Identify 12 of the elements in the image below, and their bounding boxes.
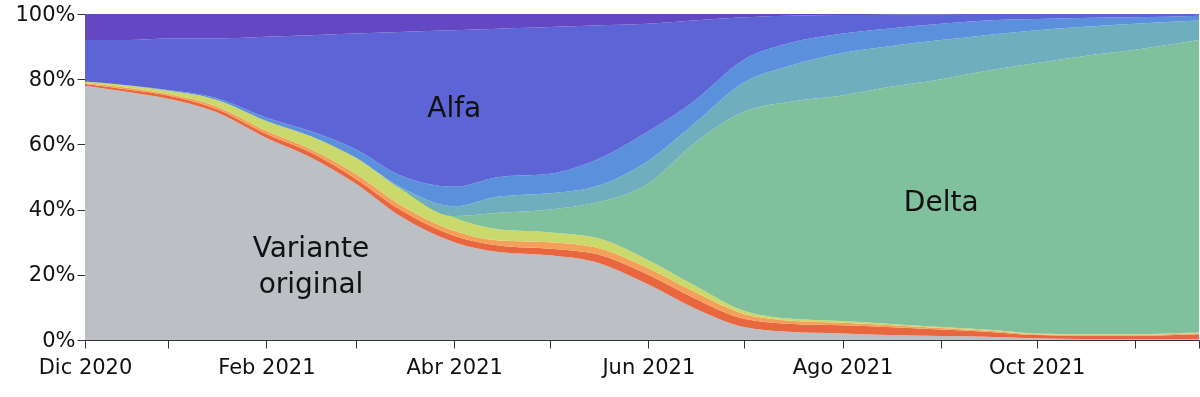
y-tick-label: 0% xyxy=(42,327,76,352)
x-tick-label: Abr 2021 xyxy=(406,354,503,379)
y-tick-label: 20% xyxy=(28,262,76,287)
y-tick-label: 40% xyxy=(28,197,76,222)
y-tick-label: 80% xyxy=(28,66,76,91)
y-tick-label: 100% xyxy=(15,1,76,26)
x-tick-label: Ago 2021 xyxy=(792,354,894,379)
x-tick-label: Feb 2021 xyxy=(218,354,316,379)
x-tick-label: Dic 2020 xyxy=(38,354,133,379)
x-tick-label: Jun 2021 xyxy=(600,354,696,379)
y-tick-label: 60% xyxy=(28,131,76,156)
x-tick-label: Oct 2021 xyxy=(988,354,1086,379)
